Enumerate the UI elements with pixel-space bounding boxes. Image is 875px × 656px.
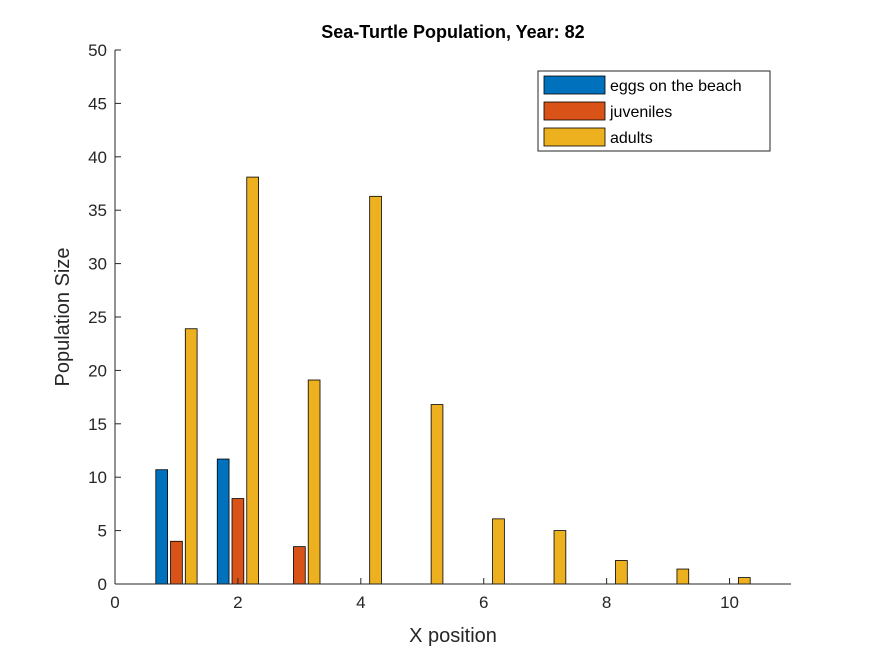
- y-tick-label-20: 20: [88, 361, 107, 380]
- bar-adults-2: [246, 176, 259, 585]
- bar-adults-3: [307, 379, 321, 585]
- bar-eggs-on-the-beach-2: [216, 458, 230, 585]
- y-tick-label-0: 0: [98, 575, 107, 594]
- y-axis-label: Population Size: [52, 248, 74, 387]
- x-tick-label-10: 10: [720, 593, 739, 612]
- legend-swatch-eggs-on-the-beach: [543, 75, 606, 95]
- y-tick-label-15: 15: [88, 415, 107, 434]
- y-tick-label-35: 35: [88, 201, 107, 220]
- x-tick-label-6: 6: [479, 593, 488, 612]
- y-tick-label-5: 5: [98, 522, 107, 541]
- legend-label-adults: adults: [610, 130, 653, 147]
- legend-swatch-juveniles: [543, 101, 606, 121]
- x-tick-label-2: 2: [233, 593, 242, 612]
- legend: eggs on the beach juveniles adults: [537, 70, 771, 152]
- bar-eggs-on-the-beach-1: [155, 469, 169, 585]
- x-tick-label-4: 4: [356, 593, 365, 612]
- legend-swatch-adults: [543, 127, 606, 147]
- bar-adults-4: [369, 195, 382, 585]
- chart-title: Sea-Turtle Population, Year: 82: [321, 22, 584, 42]
- y-tick-label-25: 25: [88, 308, 107, 327]
- bar-adults-8: [615, 560, 628, 585]
- y-tick-label-30: 30: [88, 255, 107, 274]
- bar-adults-1: [184, 328, 198, 585]
- y-tick-label-10: 10: [88, 468, 107, 487]
- bar-adults-10: [737, 577, 751, 585]
- legend-label-juveniles: juveniles: [609, 104, 672, 121]
- x-axis-label: X position: [409, 625, 497, 647]
- bar-juveniles-2: [231, 498, 245, 585]
- y-tick-label-50: 50: [88, 41, 107, 60]
- legend-label-eggs-on-the-beach: eggs on the beach: [610, 78, 742, 95]
- bar-adults-6: [492, 518, 505, 585]
- bar-adults-9: [676, 568, 690, 585]
- bar-juveniles-1: [170, 540, 183, 585]
- bar-juveniles-3: [293, 546, 306, 585]
- x-tick-label-0: 0: [110, 593, 119, 612]
- x-tick-label-8: 8: [602, 593, 611, 612]
- y-tick-label-45: 45: [88, 94, 107, 113]
- bar-adults-7: [553, 530, 567, 585]
- bar-adults-5: [430, 404, 444, 585]
- axes-group: 0 2 4 6 8 10 0 5 10 15 20 25 30 35 40 45 50: [88, 41, 791, 612]
- y-tick-label-40: 40: [88, 148, 107, 167]
